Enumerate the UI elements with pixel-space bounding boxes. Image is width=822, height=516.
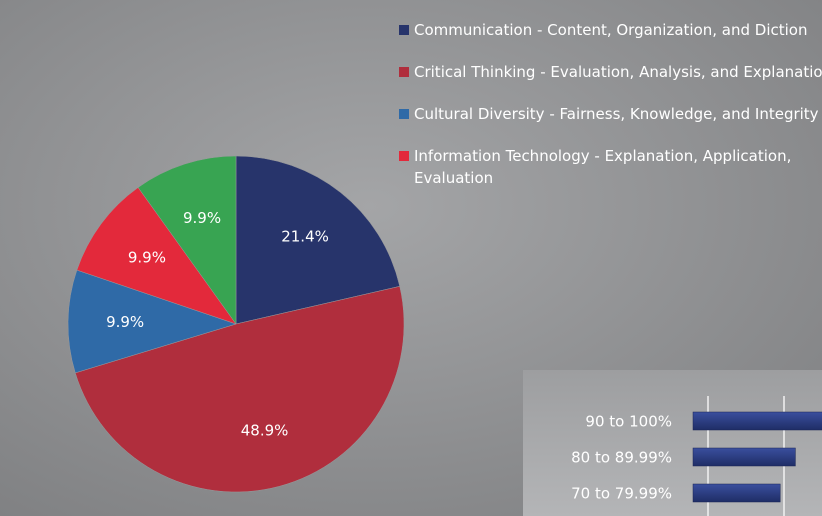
chart-layer: 21.4% 48.9% 9.9% 9.9% 9.9% Communication - Co… <box>67 21 822 516</box>
y-tick-label: 90 to 100% <box>585 413 672 431</box>
slice-label: 9.9% <box>106 313 144 331</box>
legend-swatch <box>399 151 409 161</box>
slice-label: 48.9% <box>241 422 289 440</box>
legend-swatch <box>399 25 409 35</box>
pie-slice <box>235 155 401 325</box>
pie-slice <box>74 286 405 493</box>
legend-label: Critical Thinking - Evaluation, Analysis… <box>414 63 822 81</box>
bar <box>692 483 781 503</box>
legend-label: Information Technology - Explanation, Ap… <box>414 147 791 187</box>
y-tick-label: 70 to 79.99% <box>571 485 672 503</box>
legend-swatch <box>399 67 409 77</box>
slice-label: 9.9% <box>183 209 221 227</box>
pie-slice <box>137 155 237 325</box>
slice-label: 21.4% <box>281 228 329 246</box>
pie-slice <box>76 187 237 325</box>
legend-swatch <box>399 109 409 119</box>
legend-label: Communication - Content, Organization, a… <box>414 21 808 39</box>
bar <box>692 411 822 431</box>
pie-slice <box>67 269 237 374</box>
bar <box>692 447 796 467</box>
legend-label: Cultural Diversity - Fairness, Knowledge… <box>414 105 819 123</box>
slice-label: 9.9% <box>128 248 166 266</box>
y-tick-label: 80 to 89.99% <box>571 449 672 467</box>
